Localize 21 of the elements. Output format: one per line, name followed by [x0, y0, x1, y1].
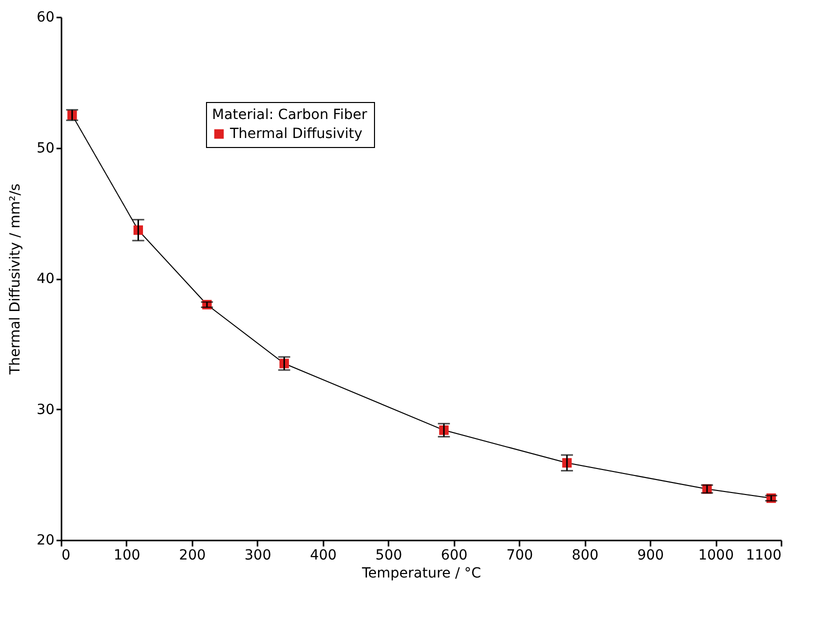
x-tick-label: 900: [637, 548, 664, 564]
x-tick-label: 400: [310, 548, 337, 564]
x-tick-label: 0: [62, 548, 70, 564]
y-tick-label: 50: [36, 140, 54, 156]
legend-label: Thermal Diffusivity: [229, 126, 362, 142]
y-tick-label: 40: [36, 271, 54, 287]
x-tick-label: 700: [506, 548, 534, 564]
x-tick-label: 100: [114, 548, 140, 564]
y-tick-label: 30: [36, 402, 54, 418]
x-axis-title: Temperature / °C: [360, 566, 482, 582]
y-tick-label: 20: [36, 532, 54, 548]
x-tick-label: 1000: [698, 548, 734, 564]
x-tick-label: 500: [375, 548, 402, 564]
y-tick-label: 60: [36, 10, 54, 26]
x-tick-label: 600: [440, 548, 468, 564]
legend-title: Material: Carbon Fiber: [212, 107, 368, 123]
x-tick-label: 300: [244, 548, 272, 564]
x-tick-label: 200: [179, 548, 206, 564]
x-tick-label: 1100: [746, 548, 782, 564]
x-tick-label: 800: [572, 548, 599, 564]
y-axis-title: Thermal Diffusivity / mm²/s: [8, 184, 24, 376]
